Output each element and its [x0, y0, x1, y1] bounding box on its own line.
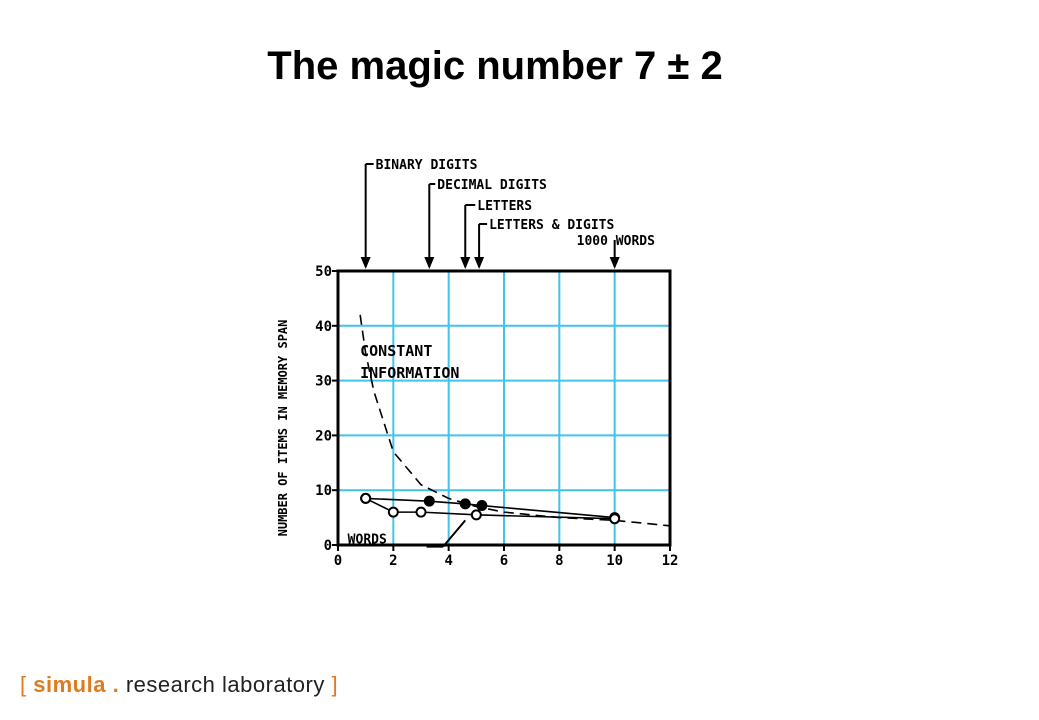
y-axis-label: NUMBER OF ITEMS IN MEMORY SPAN: [276, 320, 290, 537]
footer-text: research laboratory: [125, 672, 325, 697]
series-line-1: [359, 314, 671, 527]
series-line-3: [365, 497, 615, 520]
category-label: 1000 WORDS: [577, 234, 655, 249]
data-point: [360, 492, 372, 504]
x-tick-label: 8: [555, 553, 563, 569]
annotation-words: WORDS: [348, 532, 387, 547]
footer-logo: [ simula . research laboratory ]: [20, 672, 338, 698]
y-tick-label: 20: [315, 428, 332, 444]
memory-span-chart: 0 2 4 6 8 10 12 0 10 20 30 40 50 NUMBER OF ITEMS IN M…: [276, 158, 679, 569]
category-arrow-head: [609, 257, 620, 269]
y-tick-label: 40: [315, 319, 332, 335]
x-tick-label: 2: [389, 553, 397, 569]
footer-dot: .: [112, 672, 120, 697]
footer-brand: simula: [33, 672, 106, 697]
x-tick-label: 6: [500, 553, 508, 569]
annotation-constant-information: CONSTANT: [360, 342, 432, 360]
y-tick-label: 50: [315, 264, 332, 280]
category-label: BINARY DIGITS: [376, 158, 478, 173]
annotation-constant-information: INFORMATION: [360, 364, 459, 382]
footer-close-bracket: ]: [331, 672, 339, 697]
data-point: [387, 506, 399, 518]
category-arrow-head: [460, 257, 471, 269]
x-tick-label: 12: [662, 553, 679, 569]
y-tick-label: 0: [324, 538, 332, 554]
category-label: LETTERS & DIGITS: [489, 218, 614, 233]
data-point: [609, 513, 621, 525]
slide-title: The magic number 7 ± 2: [267, 44, 723, 88]
words-pointer: [442, 519, 467, 548]
category-label: DECIMAL DIGITS: [437, 178, 547, 193]
data-point: [476, 500, 488, 512]
category-label: LETTERS: [477, 199, 532, 214]
data-point: [470, 509, 482, 521]
category-arrow-head: [424, 257, 435, 269]
category-arrow-head: [360, 257, 371, 269]
footer-open-bracket: [: [20, 672, 27, 697]
data-point: [415, 506, 427, 518]
x-tick-label: 10: [606, 553, 623, 569]
category-arrow-head: [474, 257, 485, 269]
x-tick-label: 0: [334, 553, 342, 569]
y-tick-label: 30: [315, 374, 332, 390]
y-tick-label: 10: [315, 483, 332, 499]
x-tick-label: 4: [444, 553, 452, 569]
data-point: [423, 495, 435, 507]
data-point: [459, 498, 471, 510]
